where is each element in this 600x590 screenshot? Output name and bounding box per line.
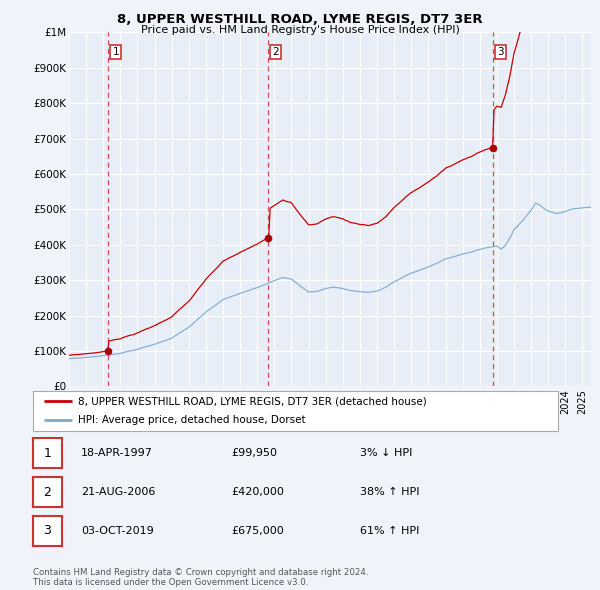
Text: £420,000: £420,000	[231, 487, 284, 497]
Text: £99,950: £99,950	[231, 448, 277, 458]
Text: 1: 1	[112, 47, 119, 57]
Text: 3% ↓ HPI: 3% ↓ HPI	[360, 448, 412, 458]
Text: 18-APR-1997: 18-APR-1997	[81, 448, 153, 458]
Text: 2: 2	[272, 47, 279, 57]
Text: 2: 2	[43, 486, 52, 499]
Text: 61% ↑ HPI: 61% ↑ HPI	[360, 526, 419, 536]
Text: 03-OCT-2019: 03-OCT-2019	[81, 526, 154, 536]
Text: 1: 1	[43, 447, 52, 460]
Text: 8, UPPER WESTHILL ROAD, LYME REGIS, DT7 3ER: 8, UPPER WESTHILL ROAD, LYME REGIS, DT7 …	[117, 13, 483, 26]
Text: HPI: Average price, detached house, Dorset: HPI: Average price, detached house, Dors…	[77, 415, 305, 425]
Text: 21-AUG-2006: 21-AUG-2006	[81, 487, 155, 497]
Text: Contains HM Land Registry data © Crown copyright and database right 2024.
This d: Contains HM Land Registry data © Crown c…	[33, 568, 368, 587]
Text: 3: 3	[497, 47, 503, 57]
Text: Price paid vs. HM Land Registry's House Price Index (HPI): Price paid vs. HM Land Registry's House …	[140, 25, 460, 35]
Text: 38% ↑ HPI: 38% ↑ HPI	[360, 487, 419, 497]
Text: 8, UPPER WESTHILL ROAD, LYME REGIS, DT7 3ER (detached house): 8, UPPER WESTHILL ROAD, LYME REGIS, DT7 …	[77, 396, 427, 407]
Text: 3: 3	[43, 525, 52, 537]
Text: £675,000: £675,000	[231, 526, 284, 536]
